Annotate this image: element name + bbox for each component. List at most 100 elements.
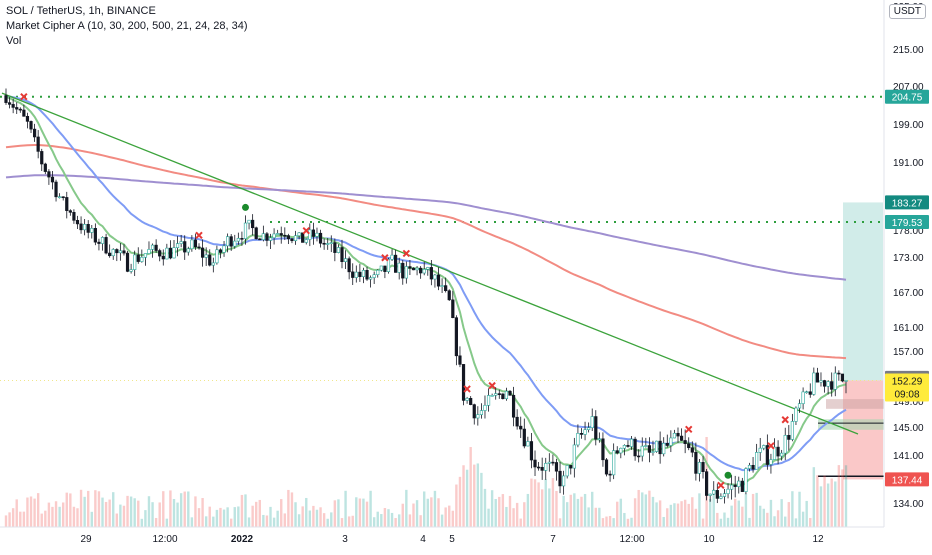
volume-bar — [751, 493, 755, 527]
indicator-label[interactable]: Market Cipher A (10, 30, 200, 500, 21, 2… — [6, 20, 248, 32]
take-profit-zone — [843, 202, 883, 381]
candle-body — [740, 480, 744, 492]
candle-body — [376, 269, 380, 275]
candle-body — [408, 266, 412, 269]
volume-bar — [562, 495, 565, 527]
candle-body — [590, 416, 594, 428]
volume-bar — [15, 499, 18, 527]
candle-body — [783, 435, 787, 454]
volume-bar — [179, 493, 183, 527]
candle-body — [200, 247, 205, 258]
volume-bar — [215, 509, 219, 527]
volume-bar — [762, 508, 765, 527]
volume-bar — [526, 493, 530, 527]
volume-bar — [733, 498, 737, 527]
candle-body — [629, 438, 634, 447]
candle-body — [669, 437, 673, 446]
candle-body — [208, 254, 212, 266]
x-tick-label: 3 — [342, 534, 348, 545]
volume-bar — [780, 499, 783, 527]
candle-body — [4, 95, 8, 103]
candle-body — [511, 394, 516, 418]
sell-cross-marker — [302, 227, 310, 235]
candle-body — [90, 228, 94, 233]
candle-body — [587, 427, 591, 430]
symbol-title[interactable]: SOL / TetherUS, 1h, BINANCE — [6, 5, 156, 17]
candle-body — [158, 250, 162, 257]
volume-bar — [451, 510, 455, 527]
volume-bar — [669, 504, 673, 527]
candle-body — [694, 451, 698, 474]
zone-box — [826, 399, 884, 409]
volume-bar — [676, 503, 680, 527]
last-price-tag — [885, 373, 929, 402]
candle-body — [651, 451, 655, 453]
candle-body — [601, 438, 605, 461]
volume-bar — [183, 491, 186, 527]
candle-body — [837, 372, 841, 375]
candle-body — [547, 461, 551, 464]
candle-body — [358, 271, 362, 277]
buy-dot-marker — [724, 471, 732, 479]
candle-body — [522, 428, 526, 447]
volume-bar — [816, 475, 819, 527]
volume-bar — [387, 509, 390, 527]
candle-body — [383, 265, 387, 272]
candle-body — [404, 266, 408, 279]
volume-bar — [97, 491, 101, 527]
volume-bar — [101, 497, 104, 527]
volume-bar — [530, 478, 533, 527]
volume-bar — [255, 501, 258, 527]
volume-bar — [269, 506, 272, 527]
volume-bar — [691, 497, 694, 527]
volume-bar — [651, 496, 655, 527]
volume-bar — [162, 491, 165, 527]
volume-label[interactable]: Vol — [6, 35, 22, 47]
candle-body — [354, 271, 358, 278]
candle-body — [347, 258, 351, 273]
candle-body — [529, 441, 534, 461]
candle-body — [715, 490, 719, 499]
candle-body — [97, 241, 101, 244]
candle-body — [436, 274, 441, 287]
volume-bar — [801, 511, 805, 527]
volume-bar — [658, 500, 662, 527]
sell-cross-marker — [685, 425, 693, 434]
volume-bar — [515, 502, 519, 527]
volume-bar — [605, 516, 608, 527]
volume-bar — [673, 503, 676, 527]
currency-button[interactable]: USDT — [888, 4, 926, 19]
volume-bar — [794, 518, 798, 527]
last-price-text: 152.29 — [892, 376, 923, 387]
candle-body — [619, 447, 623, 454]
candle-body — [211, 262, 215, 266]
y-tick-label: 167.00 — [893, 288, 924, 299]
volume-bar — [630, 517, 633, 527]
candle-body — [43, 163, 47, 172]
candle-body — [368, 277, 373, 280]
candle-body — [197, 246, 201, 249]
volume-bar — [40, 513, 43, 527]
candle-body — [776, 446, 780, 457]
volume-bar — [573, 493, 576, 527]
volume-bar — [280, 499, 283, 527]
volume-bar — [412, 503, 415, 527]
x-tick-label: 10 — [703, 534, 715, 545]
candle-body — [497, 393, 501, 395]
sell-cross-marker — [781, 416, 789, 424]
volume-bar — [11, 508, 15, 527]
volume-bar — [44, 510, 47, 527]
candle-body — [504, 390, 509, 400]
candle-body — [772, 446, 777, 460]
volume-bar — [233, 507, 236, 527]
price-tag-text: 137.44 — [892, 475, 923, 486]
candle-body — [111, 249, 115, 257]
candle-body — [58, 196, 62, 199]
candle-body — [637, 455, 641, 458]
volume-bar — [262, 514, 265, 527]
volume-bar — [383, 508, 387, 527]
volume-bar — [719, 518, 723, 527]
candle-body — [29, 121, 33, 130]
